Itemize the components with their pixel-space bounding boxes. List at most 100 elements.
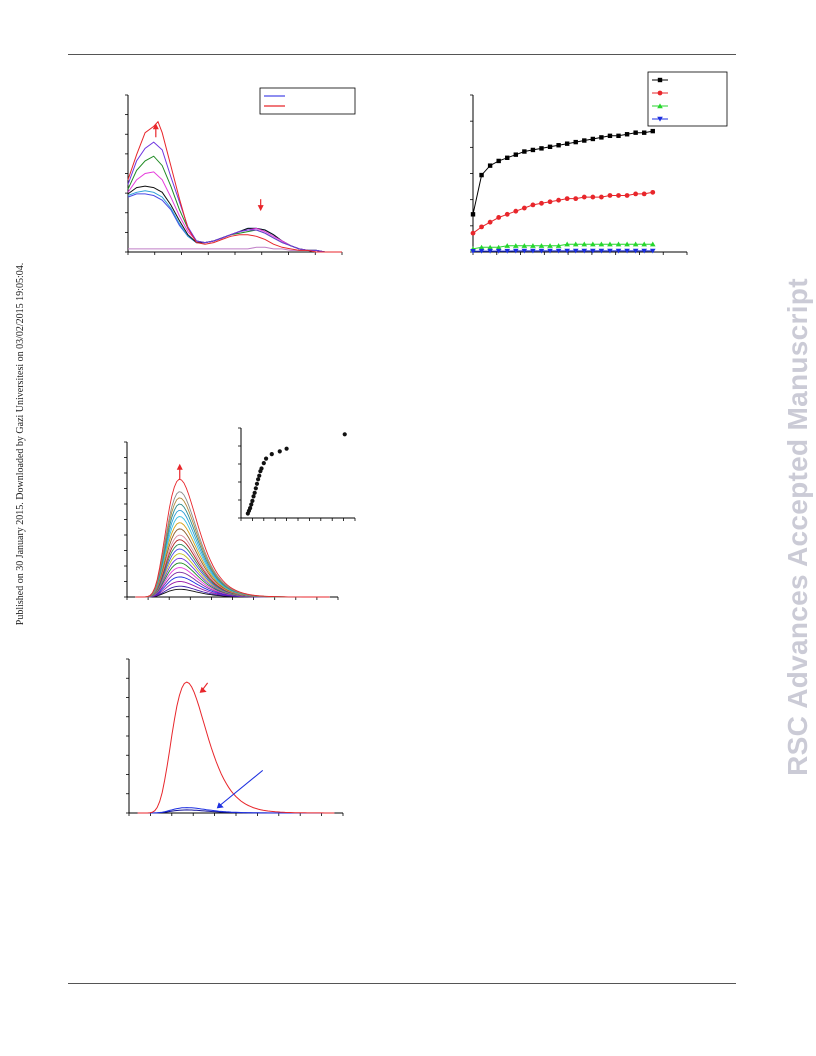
timecourse-point bbox=[547, 144, 553, 150]
timecourse-point bbox=[564, 241, 570, 247]
timecourse-point bbox=[513, 208, 519, 214]
timecourse-point bbox=[470, 249, 476, 254]
timecourse-point bbox=[547, 248, 553, 254]
timecourse-point bbox=[581, 194, 587, 200]
timecourse-point bbox=[479, 224, 484, 230]
timecourse-legend-marker bbox=[657, 90, 663, 96]
timecourse-point bbox=[599, 194, 604, 200]
timecourse-point bbox=[547, 199, 553, 205]
timecourse-point bbox=[624, 132, 630, 137]
timecourse-point bbox=[470, 212, 476, 217]
timecourse-point bbox=[572, 248, 579, 254]
timecourse-point bbox=[599, 135, 604, 140]
inset-point bbox=[254, 481, 260, 486]
timecourse-point bbox=[573, 196, 579, 202]
absorbance-series-line bbox=[127, 155, 342, 253]
timecourse-point bbox=[479, 172, 484, 178]
timecourse-point bbox=[590, 194, 596, 200]
timecourse-point bbox=[496, 158, 501, 164]
timecourse-point bbox=[539, 200, 544, 206]
timecourse-point bbox=[624, 248, 630, 254]
absorbance-series-line bbox=[127, 171, 342, 253]
timecourse-point bbox=[530, 243, 536, 248]
timecourse-point bbox=[478, 244, 485, 250]
timecourse-point bbox=[539, 146, 544, 151]
inset-point bbox=[261, 461, 266, 466]
comparison-arrow-red-head bbox=[199, 686, 207, 693]
inset-point bbox=[253, 486, 258, 491]
timecourse-legend-marker bbox=[657, 103, 663, 109]
comparison-arrow-blue-head bbox=[216, 802, 224, 809]
timecourse-point bbox=[632, 241, 639, 247]
timecourse-point bbox=[581, 241, 588, 247]
timecourse-point bbox=[504, 248, 511, 254]
timecourse-point bbox=[504, 211, 510, 217]
timecourse-series-line bbox=[472, 243, 653, 250]
timecourse-point bbox=[530, 248, 536, 254]
timecourse-point bbox=[555, 243, 562, 248]
inset-point bbox=[342, 432, 347, 437]
inset-point bbox=[250, 498, 255, 503]
timecourse-point bbox=[487, 163, 493, 168]
timecourse-point bbox=[522, 149, 527, 154]
inset-point bbox=[257, 473, 262, 478]
timecourse-point bbox=[505, 155, 510, 160]
timecourse-point bbox=[487, 248, 493, 254]
timecourse-point bbox=[555, 248, 562, 254]
timecourse-point bbox=[590, 248, 596, 254]
timecourse-point bbox=[607, 248, 613, 254]
inset-point bbox=[284, 446, 289, 451]
timecourse-point bbox=[556, 197, 561, 203]
timecourse-point bbox=[495, 248, 502, 254]
inset-point bbox=[248, 506, 253, 511]
timecourse-point bbox=[504, 243, 511, 248]
emission-series-line bbox=[135, 478, 330, 598]
chart-emission bbox=[124, 441, 339, 600]
header-rule bbox=[68, 54, 736, 55]
timecourse-point bbox=[641, 248, 647, 254]
inset-point bbox=[269, 452, 274, 457]
timecourse-point bbox=[513, 248, 519, 254]
timecourse-point bbox=[513, 152, 518, 157]
timecourse-point bbox=[607, 133, 613, 139]
timecourse-point bbox=[642, 130, 647, 135]
timecourse-point bbox=[582, 138, 587, 143]
timecourse-point bbox=[649, 248, 656, 254]
timecourse-point bbox=[616, 133, 621, 139]
chart-comparison bbox=[126, 658, 344, 816]
timecourse-point bbox=[573, 139, 578, 145]
timecourse-legend-marker bbox=[657, 77, 663, 83]
timecourse-point bbox=[513, 243, 519, 248]
chart-absorbance bbox=[125, 87, 356, 255]
timecourse-point bbox=[641, 191, 647, 197]
timecourse-point bbox=[556, 143, 561, 148]
inset-point bbox=[249, 502, 254, 507]
timecourse-point bbox=[624, 193, 630, 198]
timecourse-point bbox=[572, 241, 579, 247]
timecourse-point bbox=[633, 191, 639, 197]
absorbance-arrow-down-head bbox=[257, 205, 264, 212]
timecourse-point bbox=[564, 141, 570, 146]
timecourse-point bbox=[470, 230, 476, 236]
timecourse-point bbox=[538, 243, 545, 248]
timecourse-point bbox=[564, 248, 570, 254]
absorbance-legend bbox=[259, 87, 356, 115]
chart-emission-inset bbox=[238, 427, 356, 521]
timecourse-point bbox=[650, 189, 656, 195]
timecourse-point bbox=[649, 241, 656, 247]
inset-point bbox=[263, 456, 269, 461]
timecourse-point bbox=[521, 248, 528, 254]
absorbance-arrow-up-head bbox=[152, 123, 159, 130]
timecourse-point bbox=[616, 193, 621, 198]
timecourse-point bbox=[564, 196, 570, 202]
timecourse-point bbox=[495, 244, 502, 250]
chart-time-course bbox=[470, 71, 728, 255]
timecourse-point bbox=[530, 147, 536, 153]
timecourse-point bbox=[590, 136, 596, 142]
inset-point bbox=[277, 449, 282, 454]
inset-point bbox=[259, 466, 264, 471]
timecourse-point bbox=[530, 202, 536, 208]
timecourse-point bbox=[478, 248, 485, 254]
inset-point bbox=[252, 490, 257, 495]
timecourse-legend-marker bbox=[657, 116, 663, 122]
